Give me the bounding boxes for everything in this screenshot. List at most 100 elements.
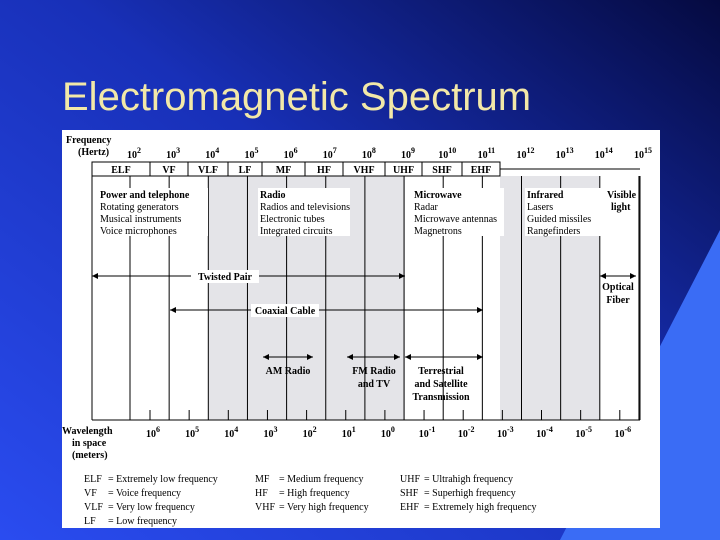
base: 10 bbox=[146, 429, 156, 440]
arrowhead bbox=[477, 307, 483, 313]
base: 10 bbox=[458, 429, 468, 440]
exponent: -1 bbox=[429, 425, 436, 434]
base: 10 bbox=[263, 429, 273, 440]
band-label: VHF bbox=[353, 165, 374, 176]
legend-abbr: ELF bbox=[84, 474, 102, 485]
exponent: 12 bbox=[527, 146, 535, 155]
band-label: EHF bbox=[471, 165, 492, 176]
band-label: VF bbox=[162, 165, 175, 176]
application-item: Integrated circuits bbox=[260, 226, 333, 237]
exponent: 1 bbox=[352, 425, 356, 434]
media-label: Coaxial Cable bbox=[255, 306, 316, 317]
band-label: UHF bbox=[393, 165, 414, 176]
media-label: Twisted Pair bbox=[198, 272, 253, 283]
exponent: 5 bbox=[254, 146, 258, 155]
application-item: Radar bbox=[414, 202, 439, 213]
application-item: Lasers bbox=[527, 202, 553, 213]
media-label: Fiber bbox=[606, 295, 630, 306]
base: 10 bbox=[224, 429, 234, 440]
media-label: FM Radio bbox=[352, 366, 396, 377]
exponent: 0 bbox=[391, 425, 395, 434]
arrowhead bbox=[477, 354, 483, 360]
exponent: -3 bbox=[507, 425, 514, 434]
wavelength-label: Wavelength bbox=[62, 426, 113, 437]
wavelength-tick: 103 bbox=[263, 425, 277, 440]
frequency-tick: 1010 bbox=[438, 146, 456, 161]
exponent: -2 bbox=[468, 425, 475, 434]
frequency-tick: 102 bbox=[127, 146, 141, 161]
base: 10 bbox=[205, 150, 215, 161]
label-box bbox=[251, 304, 319, 317]
band-label: VLF bbox=[198, 165, 218, 176]
legend-abbr: EHF bbox=[400, 502, 419, 513]
base: 10 bbox=[185, 429, 195, 440]
frequency-tick: 1013 bbox=[556, 146, 574, 161]
application-item: light bbox=[611, 202, 631, 213]
exponent: 2 bbox=[137, 146, 141, 155]
exponent: 8 bbox=[372, 146, 376, 155]
arrowhead bbox=[394, 354, 400, 360]
application-title: Radio bbox=[260, 190, 286, 201]
media-label: Terrestrial bbox=[418, 366, 464, 377]
band-label: HF bbox=[317, 165, 331, 176]
frequency-tick: 1015 bbox=[634, 146, 652, 161]
legend-abbr: MF bbox=[255, 474, 270, 485]
base: 10 bbox=[284, 150, 294, 161]
base: 10 bbox=[342, 429, 352, 440]
application-title: Power and telephone bbox=[100, 190, 190, 201]
application-item: Radios and televisions bbox=[260, 202, 350, 213]
exponent: 6 bbox=[294, 146, 298, 155]
legend-meaning: = Extremely high frequency bbox=[424, 502, 537, 513]
legend-meaning: = Extremely low frequency bbox=[108, 474, 218, 485]
exponent: 5 bbox=[195, 425, 199, 434]
wavelength-tick: 10-4 bbox=[536, 425, 553, 440]
wavelength-tick: 106 bbox=[146, 425, 160, 440]
band-label: SHF bbox=[432, 165, 451, 176]
base: 10 bbox=[634, 150, 644, 161]
application-item: Electronic tubes bbox=[260, 214, 325, 225]
application-item: Magnetrons bbox=[414, 226, 462, 237]
media-label: AM Radio bbox=[266, 366, 311, 377]
label-box bbox=[191, 270, 259, 283]
wavelength-tick: 105 bbox=[185, 425, 199, 440]
application-box bbox=[525, 188, 617, 236]
exponent: -4 bbox=[546, 425, 553, 434]
exponent: 14 bbox=[605, 146, 613, 155]
legend-meaning: = Very low frequency bbox=[108, 502, 195, 513]
wavelength-tick: 10-5 bbox=[575, 425, 592, 440]
arrowhead bbox=[263, 354, 269, 360]
arrowhead bbox=[600, 273, 606, 279]
frequency-tick: 1012 bbox=[517, 146, 535, 161]
base: 10 bbox=[536, 429, 546, 440]
application-box bbox=[258, 188, 350, 236]
application-title: Visible bbox=[607, 190, 637, 201]
application-item: Rangefinders bbox=[527, 226, 580, 237]
legend-abbr: VLF bbox=[84, 502, 103, 513]
arrowhead bbox=[92, 273, 98, 279]
band-label: MF bbox=[276, 165, 292, 176]
arrowhead bbox=[399, 273, 405, 279]
exponent: 7 bbox=[333, 146, 337, 155]
legend-meaning: = Very high frequency bbox=[279, 502, 369, 513]
legend-abbr: HF bbox=[255, 488, 268, 499]
frequency-tick: 104 bbox=[205, 146, 219, 161]
exponent: 2 bbox=[313, 425, 317, 434]
legend-meaning: = Low frequency bbox=[108, 516, 177, 527]
exponent: 4 bbox=[234, 425, 238, 434]
application-item: Voice microphones bbox=[100, 226, 177, 237]
frequency-tick: 1011 bbox=[478, 146, 496, 161]
frequency-tick: 1014 bbox=[595, 146, 613, 161]
exponent: 10 bbox=[448, 146, 456, 155]
slide-title: Electromagnetic Spectrum bbox=[62, 75, 531, 119]
legend-abbr: UHF bbox=[400, 474, 420, 485]
base: 10 bbox=[438, 150, 448, 161]
media-label: Transmission bbox=[412, 392, 469, 403]
base: 10 bbox=[614, 429, 624, 440]
exponent: 6 bbox=[156, 425, 160, 434]
exponent: 11 bbox=[488, 146, 496, 155]
media-label: and TV bbox=[358, 379, 391, 390]
arrowhead bbox=[347, 354, 353, 360]
wavelength-tick: 101 bbox=[342, 425, 356, 440]
base: 10 bbox=[166, 150, 176, 161]
base: 10 bbox=[381, 429, 391, 440]
